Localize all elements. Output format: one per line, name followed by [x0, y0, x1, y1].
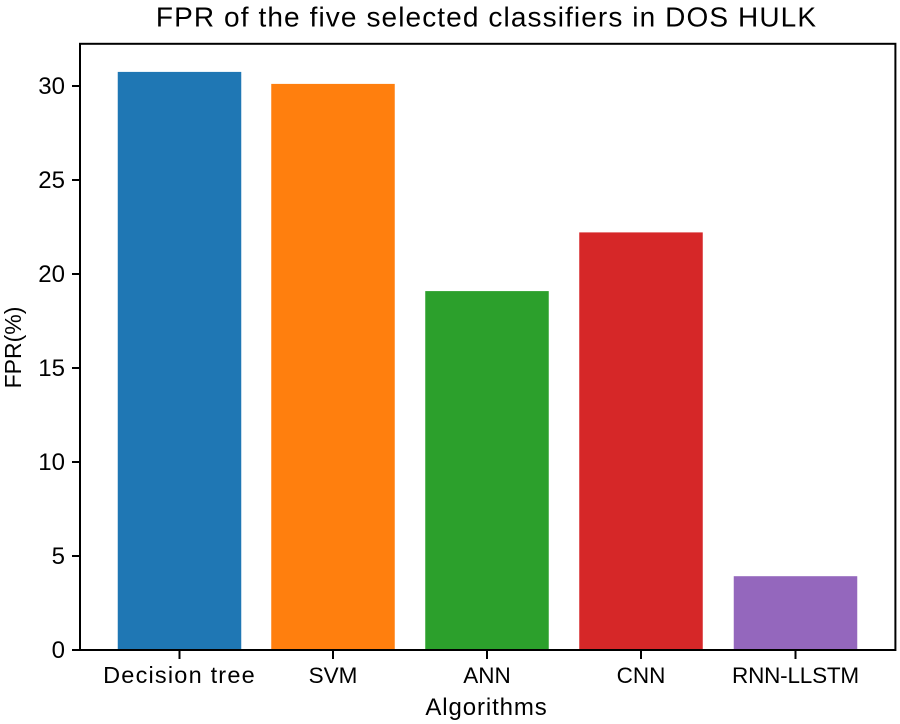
svg-text:FPR(%): FPR(%) — [0, 307, 26, 389]
svg-text:20: 20 — [38, 261, 65, 288]
svg-text:25: 25 — [38, 167, 65, 194]
svg-text:FPR of the five selected class: FPR of the five selected classifiers in … — [156, 2, 817, 33]
svg-text:SVM: SVM — [309, 663, 358, 688]
svg-text:ANN: ANN — [463, 663, 511, 688]
svg-text:CNN: CNN — [617, 663, 666, 688]
svg-text:5: 5 — [52, 543, 65, 570]
svg-text:Algorithms: Algorithms — [425, 694, 547, 721]
svg-text:15: 15 — [38, 355, 65, 382]
svg-text:Decision tree: Decision tree — [103, 662, 256, 688]
svg-text:10: 10 — [38, 449, 65, 476]
svg-text:30: 30 — [38, 73, 65, 100]
svg-text:RNN-LLSTM: RNN-LLSTM — [732, 663, 859, 688]
svg-text:0: 0 — [52, 637, 65, 664]
